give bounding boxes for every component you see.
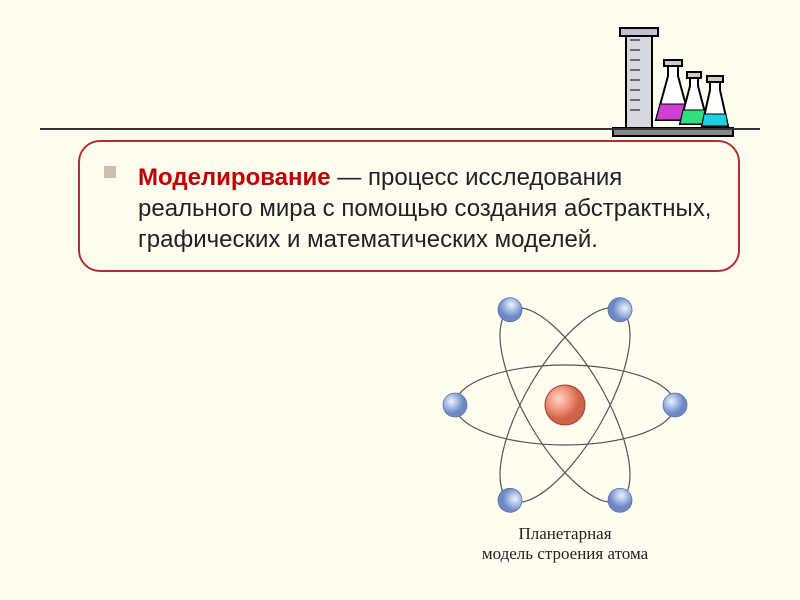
bullet-icon [104, 166, 116, 178]
slide: Моделирование — процесс исследования реа… [0, 0, 800, 600]
atom-caption: Планетарная модель строения атома [420, 524, 710, 564]
definition-box: Моделирование — процесс исследования реа… [78, 140, 740, 272]
lab-equipment-icon [608, 20, 738, 145]
connector: — [331, 164, 368, 191]
term: Моделирование [138, 164, 331, 191]
caption-line2: модель строения атома [482, 544, 648, 563]
nucleus-icon [545, 385, 585, 425]
caption-line1: Планетарная [518, 524, 611, 543]
definition-text: Моделирование — процесс исследования реа… [138, 162, 720, 256]
horizontal-rule [40, 128, 760, 130]
atom-diagram: Планетарная модель строения атома [420, 290, 710, 564]
